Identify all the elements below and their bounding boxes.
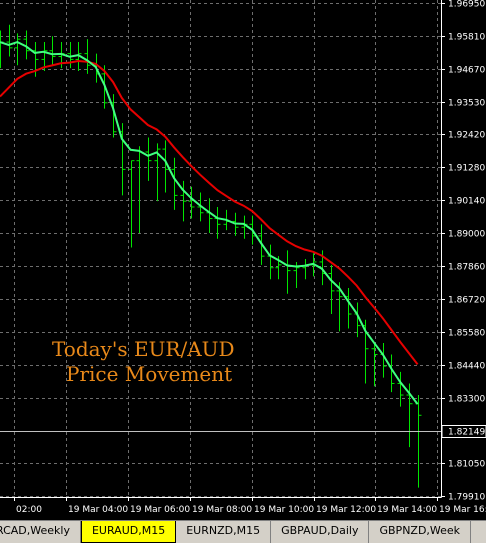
y-tick-label: 1.90140 [448,197,485,207]
x-tick-label: 19 Mar 10:00 [254,505,314,515]
fast-moving-average-line [0,41,419,405]
x-tick-label: 02:00 [16,505,42,515]
x-tick-label: 19 Mar 12:00 [316,505,376,515]
x-tick-label: 19 Mar 04:00 [68,505,128,515]
y-tick-label: 1.84440 [448,362,485,372]
y-tick-label: 1.95810 [448,33,485,43]
chart-area[interactable]: 1.96950 1.95810 1.94670 1.93530 1.92420 1.912… [0,0,486,520]
annotation-line-1: Today's EUR/AUD [52,337,235,361]
y-tick-label: 1.86720 [448,296,485,306]
y-tick-label: 1.85580 [448,329,485,339]
chart-tab-bar: RCAD,Weekly EURAUD,M15 EURNZD,M15 GBPAUD,Da… [0,520,486,543]
price-bars [0,24,422,488]
x-tick-label: 19 Mar 06:00 [130,505,190,515]
slow-moving-average-line [0,59,419,366]
price-axis: 1.96950 1.95810 1.94670 1.93530 1.92420 1.912… [441,0,486,503]
chart-tab[interactable]: EURAUD,M15 [80,521,177,543]
annotation-line-2: Price Movement [66,362,232,386]
grid [0,0,441,497]
y-tick-label: 1.93530 [448,99,485,109]
y-tick-label: 1.92420 [448,131,485,141]
y-tick-label: 1.83300 [448,395,485,405]
time-axis: 02:00 19 Mar 04:00 19 Mar 06:00 19 Mar 08:0… [0,497,486,515]
price-chart[interactable]: 1.96950 1.95810 1.94670 1.93530 1.92420 1.912… [0,0,486,520]
x-tick-label: 19 Mar 08:00 [192,505,252,515]
y-tick-label: 1.87860 [448,263,485,273]
x-tick-label: 19 Mar 16:00 [439,505,486,515]
chart-tab[interactable]: RCAD,Weekly [0,521,81,543]
y-tick-label: 1.79910 [448,493,485,503]
chart-tab[interactable]: EURNZD,M15 [176,521,272,543]
y-tick-label: 1.96950 [448,0,485,10]
chart-tab[interactable]: GBPNZD,Week [369,521,472,543]
current-price-label: 1.82149 [448,428,485,438]
y-tick-label: 1.91280 [448,164,485,174]
chart-tab[interactable]: GBPAUD,Daily [271,521,370,543]
y-tick-label: 1.81050 [448,460,485,470]
x-tick-label: 19 Mar 14:00 [377,505,437,515]
y-tick-label: 1.94670 [448,66,485,76]
y-tick-label: 1.89000 [448,230,485,240]
